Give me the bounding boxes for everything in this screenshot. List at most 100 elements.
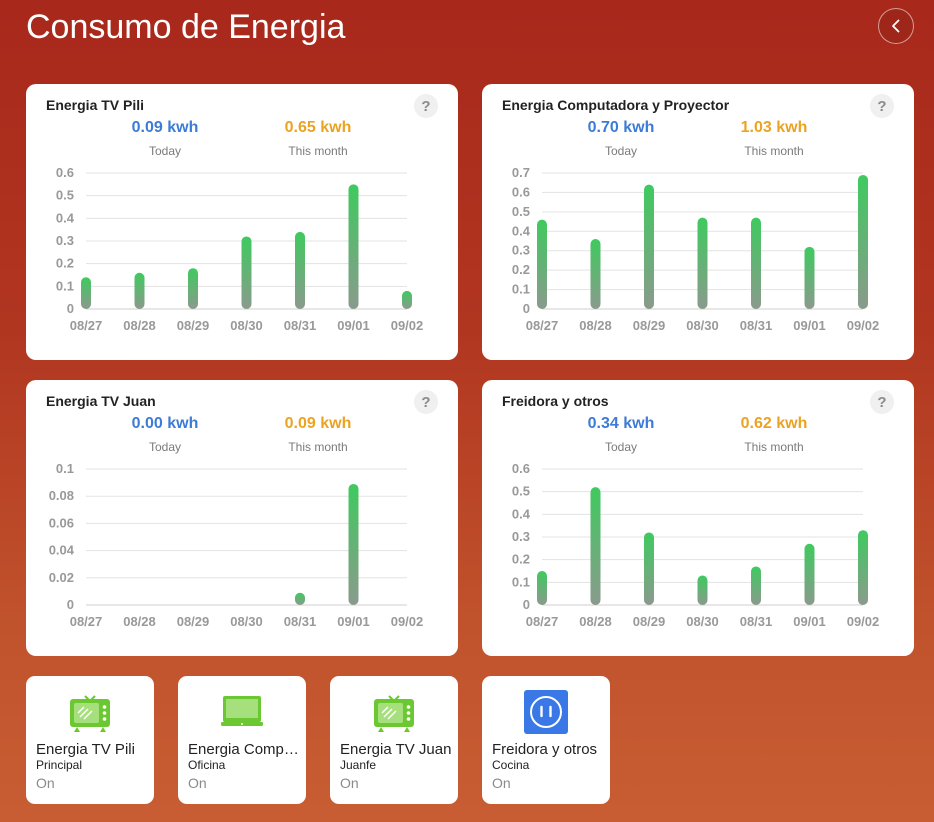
y-tick-label: 0.06 (49, 515, 74, 530)
bar-chart: 0 0.1 0.2 0.3 0.4 0.5 0.6 0.7 08/27 08/28 08/29 08/… (512, 165, 880, 333)
device-room: Juanfe (340, 758, 377, 772)
x-tick-label: 08/30 (686, 318, 719, 333)
today-value: 0.34 kwh (587, 415, 655, 432)
y-tick-label: 0.6 (512, 461, 530, 476)
bar[interactable] (348, 483, 359, 605)
month-label: This month (744, 144, 804, 158)
today-stat: 0.34 kwh Today (541, 415, 701, 454)
bar[interactable] (858, 174, 868, 309)
y-tick-label: 0 (67, 301, 74, 316)
device-room: Cocina (492, 758, 530, 772)
tv-icon (374, 695, 414, 732)
y-tick-label: 0.5 (56, 188, 74, 203)
x-tick-label: 08/29 (633, 614, 666, 629)
bar[interactable] (590, 487, 601, 605)
bar[interactable] (81, 277, 91, 309)
bar[interactable] (697, 575, 708, 605)
bar[interactable] (295, 231, 305, 309)
month-stat: 0.65 kwh This month (238, 119, 398, 158)
help-icon[interactable]: ? (414, 94, 438, 118)
back-button[interactable] (878, 8, 914, 44)
x-tick-label: 08/29 (633, 318, 666, 333)
x-tick-label: 08/31 (284, 318, 317, 333)
bar[interactable] (295, 592, 305, 605)
x-tick-label: 08/27 (70, 614, 103, 629)
bar[interactable] (590, 239, 601, 309)
x-tick-label: 08/30 (230, 614, 263, 629)
bar[interactable] (537, 219, 547, 309)
x-tick-label: 08/28 (579, 318, 612, 333)
bar[interactable] (751, 566, 761, 605)
y-tick-label: 0.1 (56, 278, 74, 293)
bar[interactable] (804, 543, 815, 605)
y-tick-label: 0.5 (512, 204, 530, 219)
help-icon[interactable]: ? (414, 390, 438, 414)
y-tick-label: 0.6 (56, 165, 74, 180)
device-room: Oficina (188, 758, 226, 772)
device-state: On (492, 775, 511, 791)
chevron-left-icon (892, 19, 900, 33)
card-title: Energia TV Juan (46, 393, 156, 409)
laptop-icon (221, 696, 263, 726)
bar[interactable] (134, 272, 145, 309)
x-tick-label: 09/01 (337, 318, 370, 333)
bar[interactable] (402, 290, 412, 309)
x-tick-label: 08/27 (70, 318, 103, 333)
device-name: Energia TV Pili (36, 741, 135, 758)
device-tile-computadora[interactable]: Energia Computadora y Proyector Oficina … (178, 676, 306, 804)
x-tick-label: 09/02 (847, 318, 880, 333)
x-tick-label: 08/27 (526, 318, 559, 333)
help-icon[interactable]: ? (870, 390, 894, 414)
y-tick-label: 0.2 (56, 256, 74, 271)
card-title: Energia TV Pili (46, 97, 145, 113)
y-tick-label: 0 (523, 597, 530, 612)
energy-card-computadora: Energia Computadora y Proyector ? 0.70 k… (482, 84, 914, 360)
today-label: Today (604, 144, 638, 158)
device-tile-tv-pili[interactable]: Energia TV Pili Principal On (26, 676, 154, 804)
y-tick-label: 0.4 (512, 223, 531, 238)
y-tick-label: 0.2 (512, 262, 530, 277)
device-name: Freidora y otros (492, 741, 598, 758)
bar[interactable] (644, 532, 654, 605)
y-tick-label: 0.1 (56, 461, 74, 476)
bar[interactable] (751, 217, 761, 309)
y-tick-label: 0.7 (512, 165, 530, 180)
y-tick-label: 0.6 (512, 184, 530, 199)
x-tick-label: 09/02 (847, 614, 880, 629)
x-tick-label: 09/01 (337, 614, 370, 629)
y-tick-label: 0.2 (512, 552, 530, 567)
energy-card-tv-pili: Energia TV Pili ? 0.09 kwh Today 0.65 kw… (26, 84, 458, 360)
bar[interactable] (644, 184, 654, 309)
y-tick-label: 0.08 (49, 488, 74, 503)
x-tick-label: 08/31 (284, 614, 317, 629)
energy-card-freidora: Freidora y otros ? 0.34 kwh Today 0.62 k… (482, 380, 914, 656)
month-label: This month (288, 440, 348, 454)
bar[interactable] (537, 571, 547, 605)
device-tile-freidora[interactable]: Freidora y otros Cocina On (482, 676, 610, 804)
bar[interactable] (241, 236, 252, 309)
bar[interactable] (858, 530, 868, 605)
y-tick-label: 0.04 (49, 543, 75, 558)
device-name: Energia Computadora y Proyector (188, 741, 300, 758)
y-tick-label: 0.4 (512, 506, 531, 521)
month-stat: 0.62 kwh This month (694, 415, 854, 454)
x-tick-label: 08/29 (177, 318, 210, 333)
y-tick-label: 0.3 (512, 243, 530, 258)
card-title: Freidora y otros (502, 393, 609, 409)
bar[interactable] (697, 217, 708, 309)
device-tile-tv-juan[interactable]: Energia TV Juan Juanfe On (330, 676, 458, 804)
bar[interactable] (348, 184, 359, 309)
y-tick-label: 0.5 (512, 484, 530, 499)
month-label: This month (288, 144, 348, 158)
power-socket-icon (524, 690, 568, 734)
bar[interactable] (804, 246, 815, 309)
y-tick-label: 0.1 (512, 282, 530, 297)
y-tick-label: 0 (67, 597, 74, 612)
x-tick-label: 08/31 (740, 614, 773, 629)
help-icon[interactable]: ? (870, 94, 894, 118)
y-tick-label: 0.1 (512, 574, 530, 589)
x-tick-label: 08/28 (123, 318, 156, 333)
y-tick-label: 0.02 (49, 570, 74, 585)
y-tick-label: 0.3 (512, 529, 530, 544)
bar[interactable] (188, 268, 198, 309)
